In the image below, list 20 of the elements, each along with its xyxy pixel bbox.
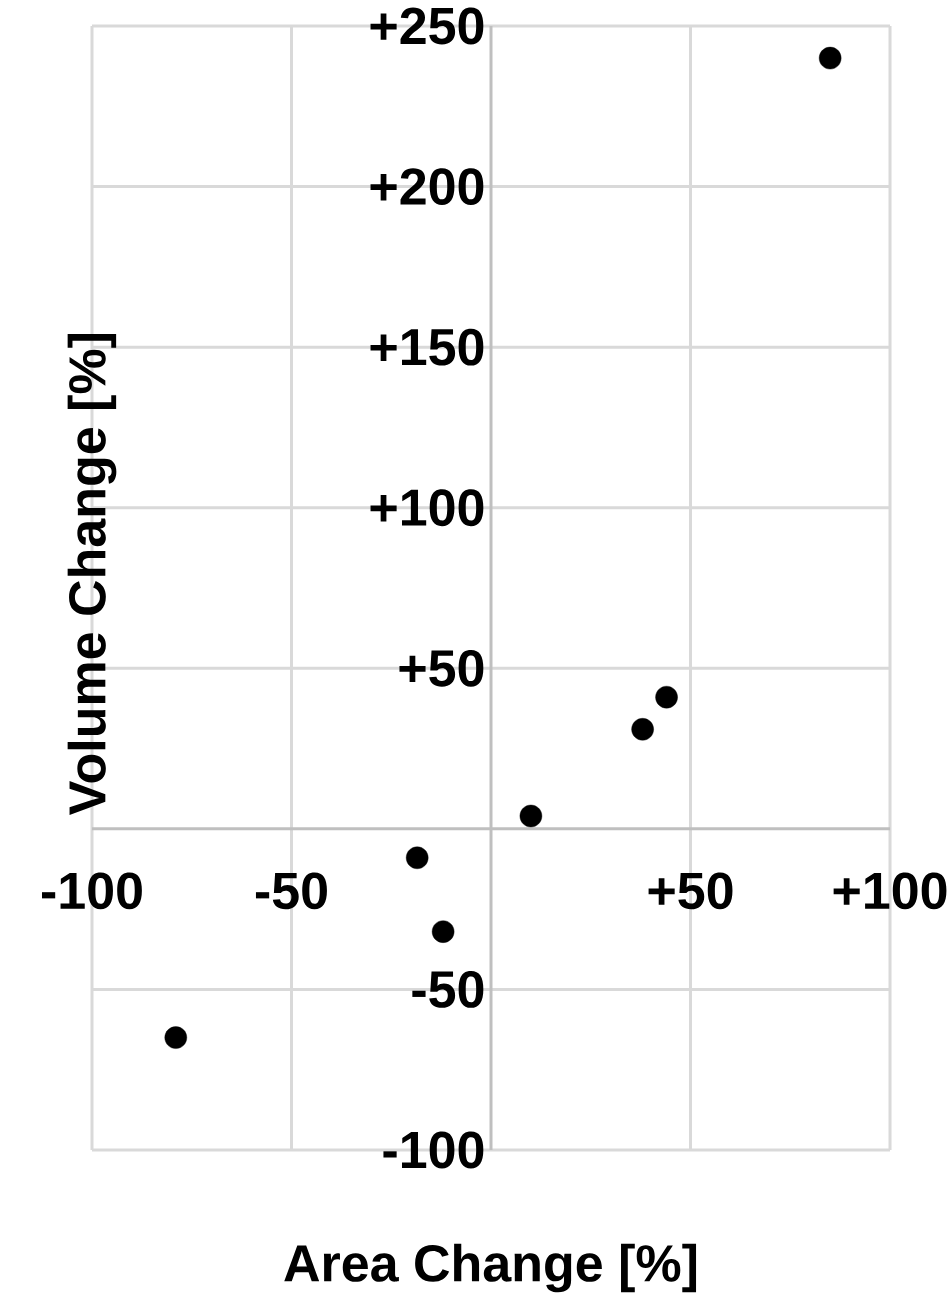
point xyxy=(431,920,455,943)
y-tick-label: +100 xyxy=(370,489,484,527)
point xyxy=(405,846,429,869)
point xyxy=(655,685,678,709)
y-tick-label: +50 xyxy=(399,649,484,687)
x-tick-label: -50 xyxy=(255,872,327,910)
y-axis-title: Volume Change [%] xyxy=(67,333,117,816)
y-tick-label: +250 xyxy=(370,7,484,45)
x-axis-title: Area Change [%] xyxy=(284,1243,697,1293)
point xyxy=(631,718,654,741)
y-tick-label: +200 xyxy=(370,168,484,205)
y-tick-label: -100 xyxy=(383,1131,484,1169)
point xyxy=(818,46,842,70)
y-tick-label: -50 xyxy=(412,971,484,1008)
y-tick-label: +150 xyxy=(370,328,484,366)
x-tick-label: +100 xyxy=(833,872,947,910)
point xyxy=(519,804,543,828)
point xyxy=(164,1026,187,1049)
x-tick-label: +50 xyxy=(648,872,733,910)
x-tick-label: -100 xyxy=(41,872,142,910)
